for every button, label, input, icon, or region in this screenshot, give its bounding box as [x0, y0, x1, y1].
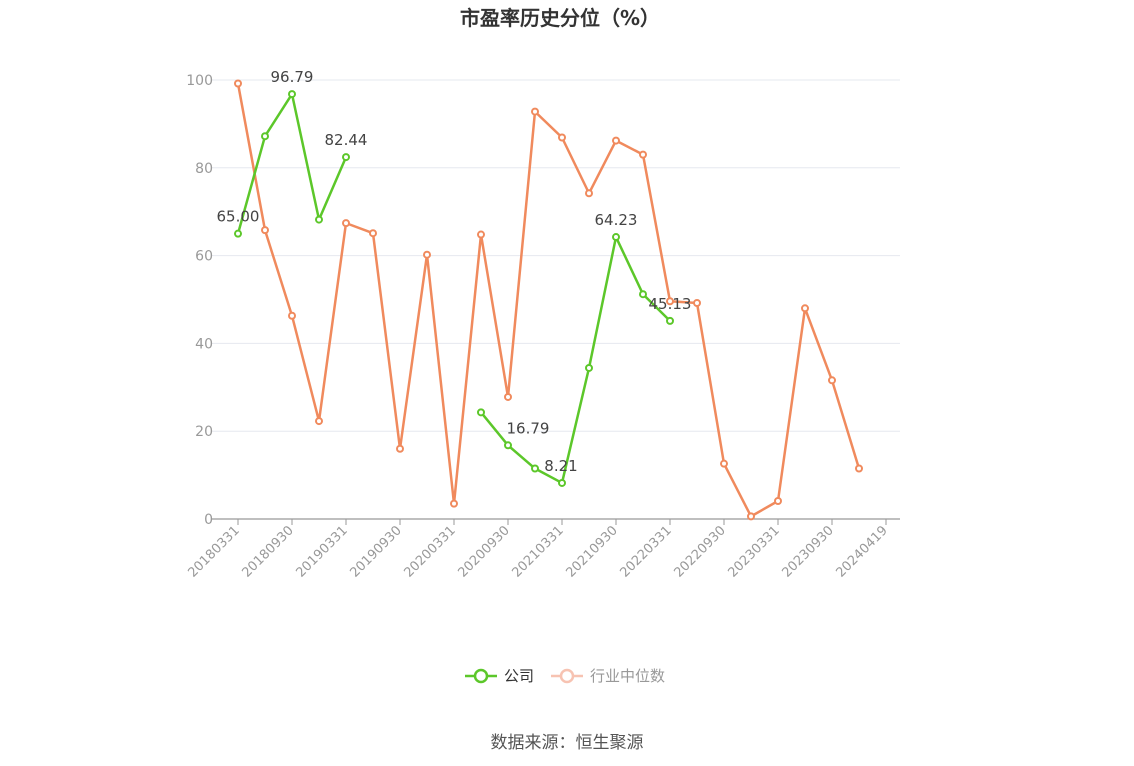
- y-axis: 0 20 40 60 80 100: [186, 73, 213, 528]
- data-label: 45.13: [649, 295, 692, 313]
- data-point: [585, 189, 593, 198]
- data-point: [261, 226, 269, 235]
- series-layer: [234, 79, 863, 521]
- data-label: 82.44: [325, 131, 368, 149]
- data-point: [477, 408, 485, 417]
- data-point: [612, 233, 620, 242]
- legend-label: 公司: [504, 667, 534, 685]
- x-tick-label: 20180331: [185, 523, 242, 580]
- series-line: [480, 235, 671, 485]
- data-label: 8.21: [544, 457, 577, 475]
- data-point: [396, 444, 404, 453]
- data-point: [693, 299, 701, 308]
- y-tick-label: 60: [195, 249, 213, 265]
- y-tick-label: 80: [195, 161, 213, 177]
- source-note: 数据来源：恒生聚源: [491, 733, 644, 753]
- data-point: [828, 376, 836, 385]
- data-point: [504, 392, 512, 401]
- legend-marker: [473, 668, 489, 684]
- data-label: 16.79: [507, 419, 550, 437]
- x-tick-label: 20210930: [563, 523, 620, 580]
- data-point: [234, 229, 242, 238]
- y-tick-label: 0: [204, 512, 213, 528]
- series-line: [236, 83, 861, 518]
- data-point: [342, 153, 350, 162]
- y-tick-label: 20: [195, 424, 213, 440]
- x-tick-label: 20220930: [671, 523, 728, 580]
- legend: 公司 行业中位数: [465, 667, 665, 685]
- x-tick-label: 20200930: [455, 523, 512, 580]
- x-tick-label: 20230331: [725, 523, 782, 580]
- x-tick-label: 20200331: [401, 523, 458, 580]
- grid-lines: [212, 79, 900, 432]
- x-tick-label: 20210331: [509, 523, 566, 580]
- x-tick-label: 20190930: [347, 523, 404, 580]
- data-point: [855, 464, 863, 473]
- data-point: [585, 363, 593, 372]
- x-tick-label: 20190331: [293, 523, 350, 580]
- data-point: [288, 90, 296, 99]
- x-tick-label: 20230930: [779, 523, 836, 580]
- data-point: [720, 459, 728, 468]
- data-point: [801, 304, 809, 313]
- data-label: 65.00: [217, 208, 260, 226]
- data-point: [774, 497, 782, 506]
- data-label: 96.79: [271, 68, 314, 86]
- x-tick-label: 20240419: [833, 523, 890, 580]
- data-point: [315, 215, 323, 224]
- y-tick-label: 100: [186, 73, 213, 89]
- data-point: [639, 150, 647, 159]
- data-point: [612, 136, 620, 145]
- chart-title: 市盈率历史分位（%）: [460, 6, 660, 30]
- data-point: [423, 250, 431, 259]
- data-point: [666, 316, 674, 325]
- data-point: [450, 499, 458, 508]
- data-point: [288, 311, 296, 320]
- data-point: [666, 297, 674, 306]
- data-point: [531, 107, 539, 116]
- data-label: 64.23: [595, 211, 638, 229]
- data-point: [747, 512, 755, 521]
- data-point: [369, 229, 377, 238]
- data-point: [477, 230, 485, 239]
- data-point: [234, 79, 242, 88]
- legend-marker: [559, 668, 575, 684]
- data-point: [342, 219, 350, 228]
- y-tick-label: 40: [195, 336, 213, 352]
- x-tick-label: 20180930: [239, 523, 296, 580]
- x-tick-label: 20220331: [617, 523, 674, 580]
- data-point: [558, 133, 566, 142]
- data-point: [315, 417, 323, 426]
- data-point: [261, 132, 269, 141]
- legend-label: 行业中位数: [590, 667, 665, 685]
- data-point: [504, 441, 512, 450]
- data-point: [558, 478, 566, 487]
- data-point: [531, 464, 539, 473]
- x-axis: 2018033120180930201903312019093020200331…: [185, 518, 900, 581]
- data-labels: 65.00 96.79 82.44 16.79 8.21 64.23 45.13: [217, 68, 692, 475]
- data-point: [639, 290, 647, 299]
